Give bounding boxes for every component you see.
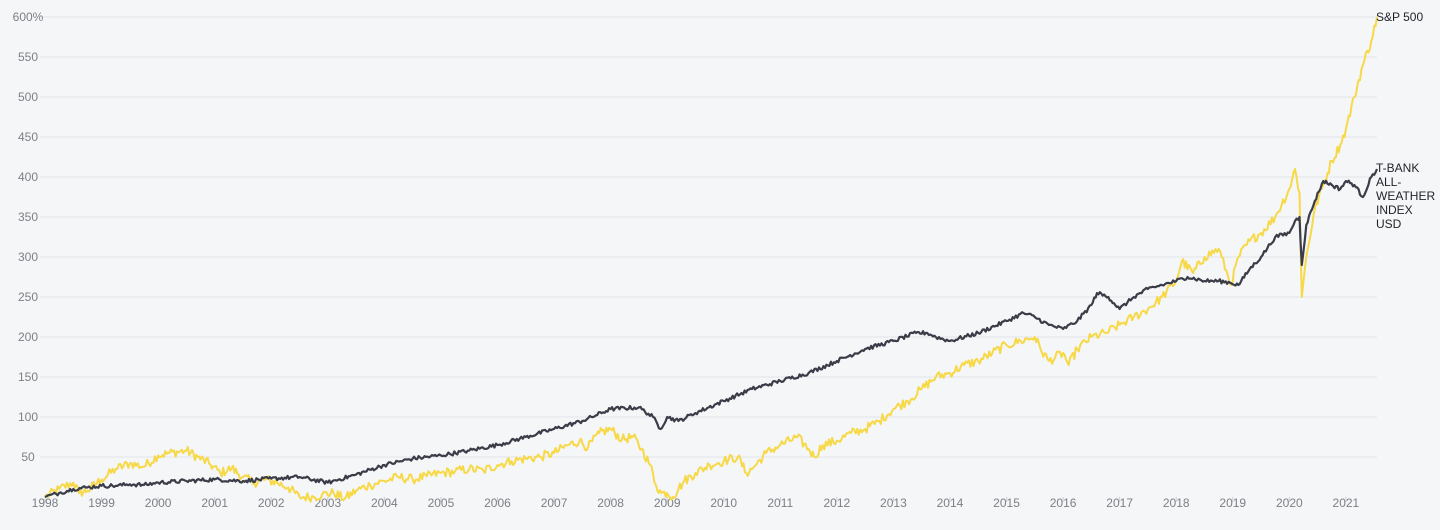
x-tick-label: 1999 (88, 496, 115, 510)
x-tick-label: 2003 (314, 496, 341, 510)
y-tick-label: 200 (18, 330, 38, 344)
x-tick-label: 2010 (710, 496, 737, 510)
grid-lines (40, 16, 1377, 458)
x-tick-label: 2008 (597, 496, 624, 510)
x-axis: 1998 1999 2000 2001 2002 2003 2004 2005 2006 2007… (32, 496, 1360, 510)
x-tick-label: 2000 (145, 496, 172, 510)
y-tick-label: 250 (18, 290, 38, 304)
x-tick-label: 2016 (1050, 496, 1077, 510)
y-tick-label: 500 (18, 90, 38, 104)
y-tick-label: 550 (18, 50, 38, 64)
series-label-line: WEATHER (1376, 189, 1435, 203)
x-tick-label: 2018 (1163, 496, 1190, 510)
x-tick-label: 1998 (32, 496, 59, 510)
x-tick-label: 2012 (823, 496, 850, 510)
x-tick-label: 2005 (428, 496, 455, 510)
x-tick-label: 2019 (1219, 496, 1246, 510)
series-label-line: USD (1376, 217, 1402, 231)
series-label-line: INDEX (1376, 203, 1413, 217)
y-tick-label: 300 (18, 250, 38, 264)
x-tick-label: 2002 (258, 496, 285, 510)
series-labels: S&P 500 T-BANK ALL-WEATHER INDEX USD (1376, 10, 1435, 231)
series-label-1: T-BANK ALL-WEATHER INDEX USD (1376, 161, 1435, 231)
series-label-line: T-BANK (1376, 161, 1419, 175)
series-line-1 (44, 168, 1379, 499)
y-axis: 50 100 150 200 250 300 350 400 450 500 550 600% (13, 10, 44, 464)
series-label-0: S&P 500 (1376, 10, 1423, 24)
series-lines (44, 16, 1379, 503)
y-tick-label: 150 (18, 370, 38, 384)
x-tick-label: 2001 (201, 496, 228, 510)
y-tick-label: 400 (18, 170, 38, 184)
x-tick-label: 2009 (654, 496, 681, 510)
y-tick-label: 50 (21, 450, 35, 464)
x-tick-label: 2015 (993, 496, 1020, 510)
series-line-0 (44, 16, 1378, 503)
series-label-line: ALL- (1376, 175, 1401, 189)
x-tick-label: 2017 (1106, 496, 1133, 510)
x-tick-label: 2006 (484, 496, 511, 510)
x-tick-label: 2014 (937, 496, 964, 510)
x-tick-label: 2013 (880, 496, 907, 510)
y-tick-label: 600% (13, 10, 44, 24)
x-tick-label: 2020 (1276, 496, 1303, 510)
y-tick-label: 350 (18, 210, 38, 224)
y-tick-label: 450 (18, 130, 38, 144)
x-tick-label: 2007 (541, 496, 568, 510)
x-tick-label: 2021 (1333, 496, 1360, 510)
y-tick-label: 100 (18, 410, 38, 424)
x-tick-label: 2004 (371, 496, 398, 510)
x-tick-label: 2011 (767, 496, 793, 510)
